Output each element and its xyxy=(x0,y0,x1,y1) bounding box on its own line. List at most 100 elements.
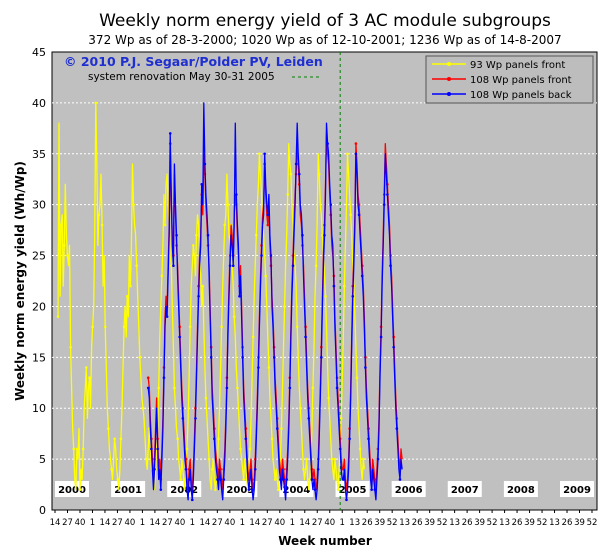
data-point xyxy=(254,233,258,237)
x-tick-label: 26 xyxy=(462,518,473,528)
data-point xyxy=(299,406,302,410)
x-tick-label: 13 xyxy=(349,518,360,528)
data-point xyxy=(146,386,150,390)
data-point xyxy=(146,376,150,379)
data-point xyxy=(266,213,270,217)
data-point xyxy=(389,264,392,268)
x-tick-label: 1 xyxy=(190,518,195,528)
y-tick-label: 5 xyxy=(39,453,46,466)
x-tick-label: 14 xyxy=(149,518,160,528)
data-point xyxy=(210,467,214,471)
data-point xyxy=(91,325,94,329)
x-tick-label: 40 xyxy=(75,518,86,528)
data-point xyxy=(253,467,257,471)
data-point xyxy=(190,498,194,502)
data-point xyxy=(316,467,320,471)
data-point xyxy=(270,437,274,441)
data-point xyxy=(222,478,226,481)
data-point xyxy=(273,478,277,481)
data-point xyxy=(313,488,317,491)
x-tick-label: 39 xyxy=(474,518,485,528)
legend-label: 108 Wp panels front xyxy=(470,75,572,86)
x-tick-label: 40 xyxy=(274,518,285,528)
data-point xyxy=(364,366,367,369)
data-point xyxy=(282,478,285,481)
y-tick-label: 45 xyxy=(32,46,46,59)
year-label: 2008 xyxy=(507,485,535,496)
data-point xyxy=(66,254,69,257)
data-point xyxy=(217,437,220,441)
y-tick-label: 25 xyxy=(32,250,46,263)
data-point xyxy=(276,488,280,491)
data-point xyxy=(242,478,245,481)
data-point xyxy=(78,488,82,491)
data-point xyxy=(241,356,244,359)
data-point xyxy=(159,488,163,491)
data-point xyxy=(185,447,189,451)
data-point xyxy=(370,488,373,491)
series-2 xyxy=(146,102,403,502)
y-tick-label: 35 xyxy=(32,148,46,161)
data-point xyxy=(260,254,263,257)
data-point xyxy=(258,152,261,156)
x-tick-label: 39 xyxy=(424,518,435,528)
data-point xyxy=(163,223,167,227)
data-point xyxy=(250,488,254,491)
year-label: 2005 xyxy=(339,485,367,496)
data-point xyxy=(327,396,330,400)
x-tick-label: 13 xyxy=(449,518,460,528)
data-point xyxy=(157,386,161,390)
copyright-text: © 2010 P.J. Segaar/Polder PV, Leiden xyxy=(64,54,323,69)
x-tick-label: 14 xyxy=(299,518,310,528)
data-point xyxy=(216,478,219,481)
data-point xyxy=(116,478,120,481)
x-tick-label: 52 xyxy=(587,518,598,528)
data-point xyxy=(150,447,153,451)
year-label: 2004 xyxy=(283,485,311,496)
data-point xyxy=(173,386,176,390)
chart-subtitle: 372 Wp as of 28-3-2000; 1020 Wp as of 12… xyxy=(88,33,561,47)
data-point xyxy=(213,437,216,441)
x-tick-label: 27 xyxy=(162,518,173,528)
year-label: 2003 xyxy=(226,485,254,496)
data-point xyxy=(144,457,148,461)
data-point xyxy=(379,335,383,339)
legend-label: 93 Wp panels front xyxy=(470,60,565,71)
data-point xyxy=(223,223,227,227)
year-label-box xyxy=(391,481,426,497)
data-point xyxy=(317,172,321,176)
year-label-box xyxy=(503,481,538,497)
data-point xyxy=(343,284,346,288)
data-point xyxy=(141,406,145,410)
data-point xyxy=(360,274,364,278)
y-tick-label: 10 xyxy=(32,402,46,415)
data-point xyxy=(373,488,377,491)
data-point xyxy=(338,447,342,451)
series-group xyxy=(56,101,403,502)
year-label-box xyxy=(560,481,594,497)
data-point xyxy=(263,152,266,156)
data-point xyxy=(195,233,198,237)
data-point xyxy=(219,478,222,481)
y-ticks: 0 5 10 15 20 25 30 35 40 45 xyxy=(32,46,46,517)
legend-marker xyxy=(447,62,451,66)
data-point xyxy=(165,315,169,318)
x-tick-label: 1 xyxy=(290,518,295,528)
data-point xyxy=(279,478,282,481)
data-point xyxy=(194,417,197,420)
year-label: 2009 xyxy=(563,485,591,496)
data-point xyxy=(197,294,200,298)
x-tick-label: 27 xyxy=(312,518,323,528)
data-point xyxy=(132,203,135,206)
data-point xyxy=(97,213,101,217)
data-point xyxy=(272,356,276,359)
x-tick-label: 14 xyxy=(100,518,111,528)
x-tick-label: 13 xyxy=(549,518,560,528)
data-point xyxy=(232,315,236,318)
data-point xyxy=(288,386,292,390)
data-point xyxy=(330,457,334,461)
data-point xyxy=(214,488,217,491)
x-tick-label: 14 xyxy=(199,518,210,528)
data-point xyxy=(62,244,66,247)
